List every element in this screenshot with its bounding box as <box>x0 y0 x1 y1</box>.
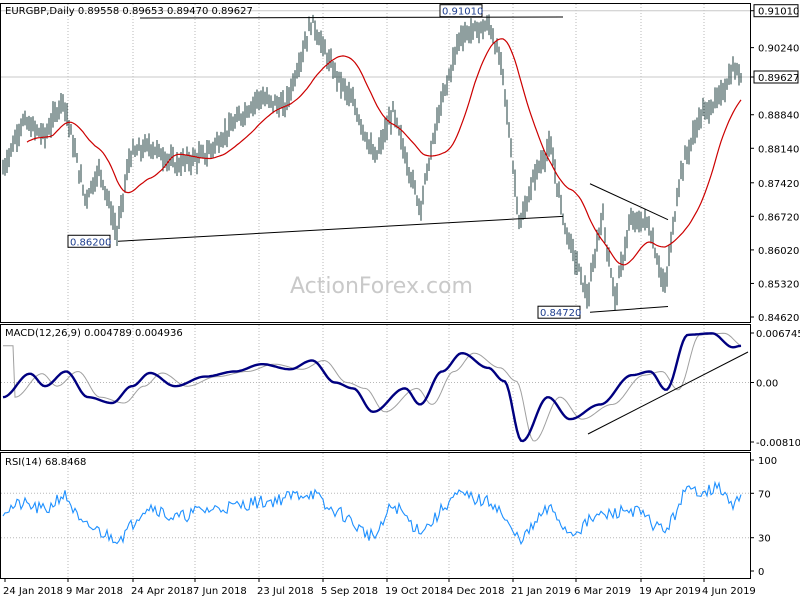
macd-y-axis: 0.006745 0.00 -0.008109 <box>750 329 800 449</box>
price-panel-frame <box>0 3 751 323</box>
macd-y-tick-label: -0.008109 <box>756 438 800 449</box>
x-tick-label: 21 Jan 2019 <box>511 586 571 597</box>
rsi-y-tick-label: 0 <box>758 567 764 578</box>
trendline <box>117 215 564 242</box>
rsi-y-tick-label: 30 <box>758 534 771 545</box>
price-y-tick-label: 0.88840 <box>758 111 799 122</box>
rsi-panel-frame <box>0 452 751 579</box>
rsi-gridlines <box>1 453 750 578</box>
x-tick-label: 19 Oct 2018 <box>385 586 447 597</box>
macd-gridlines <box>1 325 750 450</box>
macd-y-tick-label: 0.00 <box>756 378 778 389</box>
price-y-tick-label: 0.89627 <box>758 73 799 84</box>
level-annotation-label: 0.86200 <box>70 237 111 248</box>
price-y-highlight-box <box>753 4 799 18</box>
price-gridlines <box>1 4 750 322</box>
trendline <box>589 305 669 313</box>
level-annotation-label: 0.91010 <box>442 7 483 18</box>
macd-panel-frame <box>0 324 751 451</box>
level-annotation-box <box>537 305 581 319</box>
x-tick-label: 24 Jan 2018 <box>3 586 63 597</box>
level-annotation-box <box>67 234 111 248</box>
x-tick-label: 7 Jun 2018 <box>193 586 247 597</box>
price-panel-header: EURGBP,Daily 0.89558 0.89653 0.89470 0.8… <box>5 6 253 17</box>
price-y-tick-label: 0.85320 <box>758 279 799 290</box>
x-tick-label: 19 Apr 2019 <box>639 586 701 597</box>
x-tick-label: 4 Dec 2018 <box>447 586 505 597</box>
level-annotation-box <box>439 4 483 18</box>
x-tick-label: 9 Mar 2018 <box>66 586 123 597</box>
price-y-tick-label: 0.88140 <box>758 144 799 155</box>
top-resistance-line <box>139 16 564 19</box>
moving-average-line <box>26 38 742 266</box>
price-y-tick-label: 0.87420 <box>758 179 799 190</box>
x-axis: 24 Jan 2018 9 Mar 2018 24 Apr 2018 7 Jun 20… <box>3 578 756 597</box>
level-annotation-label: 0.84720 <box>540 308 581 319</box>
watermark: ActionForex.com <box>290 274 473 299</box>
rsi-y-tick-label: 100 <box>758 456 777 467</box>
x-tick-label: 6 Mar 2019 <box>574 586 631 597</box>
price-y-tick-label: 0.86720 <box>758 212 799 223</box>
rsi-panel-header: RSI(14) 68.8468 <box>5 457 86 468</box>
price-y-tick-label: 0.84620 <box>758 313 799 324</box>
rsi-y-tick-label: 70 <box>758 489 771 500</box>
rsi-y-axis: 100 70 30 0 <box>750 456 777 578</box>
macd-signal-line <box>3 332 742 442</box>
price-y-tick-label: 0.90240 <box>758 44 799 55</box>
price-bars <box>2 14 742 311</box>
price-y-highlight-box <box>753 70 799 84</box>
x-tick-label: 4 Jun 2019 <box>702 586 756 597</box>
x-tick-label: 24 Apr 2018 <box>131 586 193 597</box>
x-tick-label: 5 Sep 2018 <box>321 586 378 597</box>
level-annotation: 0.91010 <box>439 4 483 18</box>
rsi-line <box>2 480 742 546</box>
price-y-axis: 0.91010 0.90240 0.89627 0.88840 0.88140 0.874… <box>750 4 799 324</box>
trendline <box>589 183 669 221</box>
price-y-tick-label: 0.91010 <box>758 7 799 18</box>
macd-panel-header: MACD(12,26,9) 0.004789 0.004936 <box>5 328 183 339</box>
level-annotations: 0.91010 0.86200 0.84720 <box>67 4 581 319</box>
macd-line <box>2 332 742 443</box>
macd-y-tick-label: 0.006745 <box>756 329 800 340</box>
level-annotation: 0.84720 <box>537 305 581 319</box>
x-tick-label: 23 Jul 2018 <box>257 586 314 597</box>
trendlines <box>117 16 669 313</box>
price-y-tick-label: 0.86020 <box>758 246 799 257</box>
macd-trendline <box>587 351 749 435</box>
level-annotation: 0.86200 <box>67 234 111 248</box>
